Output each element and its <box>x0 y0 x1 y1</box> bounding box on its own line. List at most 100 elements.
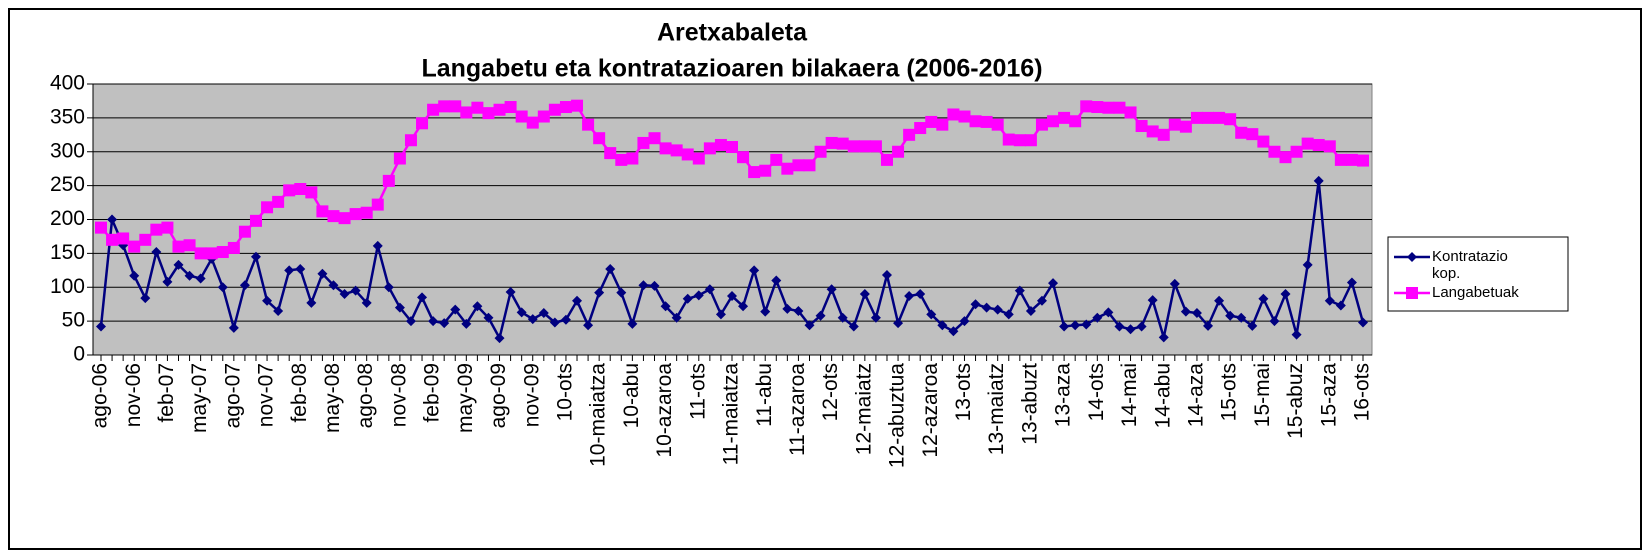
legend-entry: Langabetuak <box>1432 284 1519 301</box>
x-tick-label: 11-azaroa <box>786 363 809 456</box>
marker <box>1147 295 1158 306</box>
marker <box>438 100 451 113</box>
y-tick-label: 250 <box>50 173 85 196</box>
marker <box>1346 277 1357 288</box>
marker <box>670 144 683 157</box>
marker <box>848 321 859 332</box>
marker <box>692 152 705 165</box>
marker <box>316 205 329 218</box>
marker <box>738 301 749 312</box>
x-tick-label: 14-aza <box>1184 363 1207 428</box>
marker <box>659 142 672 155</box>
marker <box>1213 111 1226 124</box>
marker <box>1258 293 1269 304</box>
marker <box>593 132 606 145</box>
marker <box>195 273 206 284</box>
marker <box>205 247 218 260</box>
marker <box>283 184 296 197</box>
marker <box>1191 307 1202 318</box>
marker <box>703 142 716 155</box>
y-tick-label: 350 <box>50 105 85 128</box>
x-tick-label: may-09 <box>454 363 477 433</box>
marker <box>1224 113 1237 126</box>
marker <box>1102 101 1115 114</box>
marker <box>1070 320 1081 331</box>
x-tick-label: may-07 <box>188 363 211 433</box>
marker <box>538 307 549 318</box>
x-tick-label: 11-ots <box>686 363 709 420</box>
marker <box>95 221 107 234</box>
marker <box>1190 111 1203 124</box>
marker <box>727 291 737 302</box>
marker <box>682 293 693 304</box>
marker <box>405 316 416 327</box>
marker <box>404 134 417 147</box>
marker <box>284 265 295 276</box>
marker <box>1081 319 1092 330</box>
marker <box>681 148 694 161</box>
marker <box>904 291 915 302</box>
marker <box>615 153 628 166</box>
x-tick-label: 16-ots <box>1351 363 1374 421</box>
x-tick-label: ago-09 <box>487 363 510 428</box>
marker <box>594 287 605 298</box>
marker <box>450 304 461 315</box>
marker <box>749 265 760 276</box>
marker <box>893 318 904 329</box>
x-tick-label: 13-aza <box>1052 363 1075 428</box>
marker <box>1291 329 1302 340</box>
marker <box>1169 278 1180 289</box>
marker <box>804 320 815 331</box>
x-tick-label: 14-abu <box>1151 363 1174 428</box>
marker <box>837 312 848 323</box>
marker <box>560 314 571 325</box>
y-tick-label: 0 <box>73 343 85 366</box>
marker <box>870 312 881 323</box>
x-tick-label: nov-09 <box>520 363 543 427</box>
marker <box>328 280 339 291</box>
marker <box>504 101 517 114</box>
marker <box>427 103 440 116</box>
marker <box>936 118 949 131</box>
marker <box>238 225 251 238</box>
legend-label: Langabetuak <box>1432 284 1519 301</box>
marker <box>228 322 239 333</box>
marker <box>1269 316 1280 327</box>
marker <box>937 320 948 331</box>
x-tick-label: may-08 <box>321 363 344 433</box>
marker <box>1406 287 1418 299</box>
marker <box>1048 278 1059 289</box>
marker <box>239 280 250 291</box>
marker <box>349 208 362 221</box>
marker <box>980 115 993 128</box>
x-tick-label: 13-ots <box>952 363 975 421</box>
marker <box>1302 259 1313 270</box>
marker <box>382 174 395 187</box>
marker <box>493 103 506 116</box>
x-tick-label: 15-abuz <box>1284 363 1307 439</box>
marker <box>959 316 970 327</box>
x-tick-label: 15-mai <box>1251 363 1274 427</box>
marker <box>793 305 804 316</box>
y-tick-label: 50 <box>62 309 85 332</box>
marker <box>505 286 516 297</box>
x-tick-label: ago-07 <box>221 363 244 428</box>
marker <box>482 107 495 120</box>
marker <box>1301 137 1314 150</box>
marker <box>537 110 550 123</box>
marker <box>338 212 351 225</box>
x-tick-label: feb-08 <box>288 363 311 423</box>
marker <box>693 290 704 301</box>
marker <box>106 233 119 246</box>
marker <box>559 101 572 114</box>
marker <box>1103 307 1114 318</box>
marker <box>394 302 405 313</box>
marker <box>1002 133 1015 146</box>
marker <box>361 297 372 308</box>
marker <box>1025 305 1036 316</box>
x-tick-label: 14-mai <box>1118 363 1141 427</box>
marker <box>1313 175 1324 186</box>
marker <box>826 284 837 295</box>
marker <box>970 299 981 310</box>
marker <box>1225 310 1236 321</box>
